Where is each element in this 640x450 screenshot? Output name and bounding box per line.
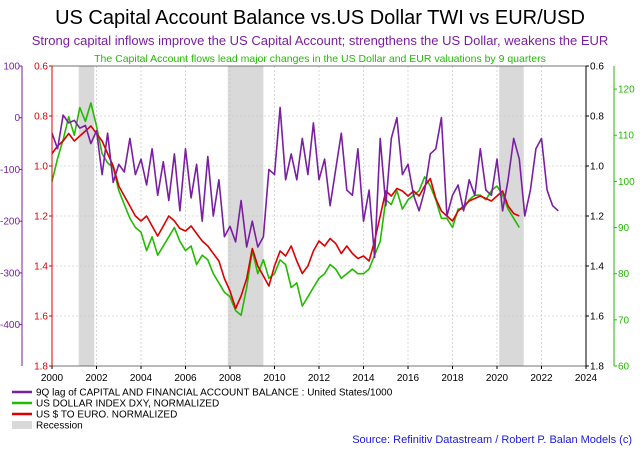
tick-label-right_inner-2: 1.0	[590, 162, 604, 173]
grid-lines	[51, 65, 587, 367]
tick-label-left_outer-3: -200	[0, 217, 20, 228]
tick-label-right_outer-2: 100	[618, 177, 635, 188]
tick-label-right_outer-1: 110	[618, 131, 634, 142]
x-tick-label-6: 2012	[308, 373, 331, 384]
chart-subtitle: Strong capital inflows improve the US Ca…	[32, 33, 609, 48]
tick-label-left_inner-6: 1.8	[34, 362, 48, 373]
tick-label-left_outer-2: -100	[0, 165, 20, 176]
legend-swatch-3	[12, 421, 32, 429]
legend-label-2: US $ TO EURO. NORMALIZED	[36, 410, 177, 421]
series-line-0	[51, 106, 559, 259]
x-tick-label-10: 2020	[486, 373, 509, 384]
tick-label-left_inner-1: 0.8	[34, 112, 48, 123]
tick-label-left_outer-1: 0	[14, 113, 20, 124]
legend: 9Q lag of CAPITAL AND FINANCIAL ACCOUNT …	[12, 388, 393, 432]
tick-label-right_inner-0: 0.6	[590, 62, 604, 73]
x-tick-label-4: 2008	[219, 373, 242, 384]
chart-title: US Capital Account Balance vs.US Dollar …	[55, 7, 585, 29]
series-line-1	[51, 102, 520, 317]
tick-label-right_outer-3: 90	[618, 223, 630, 234]
legend-label-1: US DOLLAR INDEX DXY, NORMALIZED	[36, 399, 219, 410]
x-tick-label-9: 2018	[441, 373, 464, 384]
tick-label-right_inner-5: 1.6	[590, 312, 604, 323]
x-tick-label-11: 2022	[530, 373, 553, 384]
tick-label-right_inner-1: 0.8	[590, 112, 604, 123]
tick-label-right_outer-5: 70	[618, 315, 630, 326]
x-tick-label-7: 2014	[352, 373, 375, 384]
x-tick-label-3: 2006	[174, 373, 197, 384]
tick-label-left_inner-3: 1.2	[34, 212, 48, 223]
x-tick-label-2: 2004	[130, 373, 153, 384]
tick-label-right_outer-6: 60	[618, 362, 630, 373]
tick-label-left_outer-5: -400	[0, 320, 20, 331]
x-tick-label-0: 2000	[41, 373, 64, 384]
legend-label-3: Recession	[36, 421, 83, 432]
tick-label-right_outer-4: 80	[618, 269, 630, 280]
series-line-2	[51, 125, 520, 310]
x-tick-label-12: 2024	[575, 373, 598, 384]
tick-label-left_inner-5: 1.6	[34, 312, 48, 323]
tick-label-left_outer-4: -300	[0, 268, 20, 279]
series-lines	[51, 102, 559, 317]
x-tick-label-5: 2010	[263, 373, 286, 384]
tick-label-right_inner-3: 1.2	[590, 212, 604, 223]
tick-label-left_outer-0: 100	[3, 62, 20, 73]
axes: 100 0 -100 -200 -300 -400 0.6 0.8 1.0 1.2 1.4 1.6 1.…	[0, 62, 635, 385]
tick-label-right_inner-4: 1.4	[590, 262, 604, 273]
x-tick-label-1: 2002	[85, 373, 108, 384]
tick-label-left_inner-0: 0.6	[34, 62, 48, 73]
tick-label-right_outer-0: 120	[618, 85, 635, 96]
tick-label-right_inner-6: 1.8	[590, 362, 604, 373]
tick-label-left_inner-2: 1.0	[34, 162, 48, 173]
source-note: Source: Refinitiv Datastream / Robert P.…	[352, 434, 632, 446]
x-tick-label-8: 2016	[397, 373, 420, 384]
chart-note: The Capital Account flows lead major cha…	[94, 53, 546, 65]
tick-label-left_inner-4: 1.4	[34, 262, 48, 273]
legend-label-0: 9Q lag of CAPITAL AND FINANCIAL ACCOUNT …	[36, 388, 393, 399]
